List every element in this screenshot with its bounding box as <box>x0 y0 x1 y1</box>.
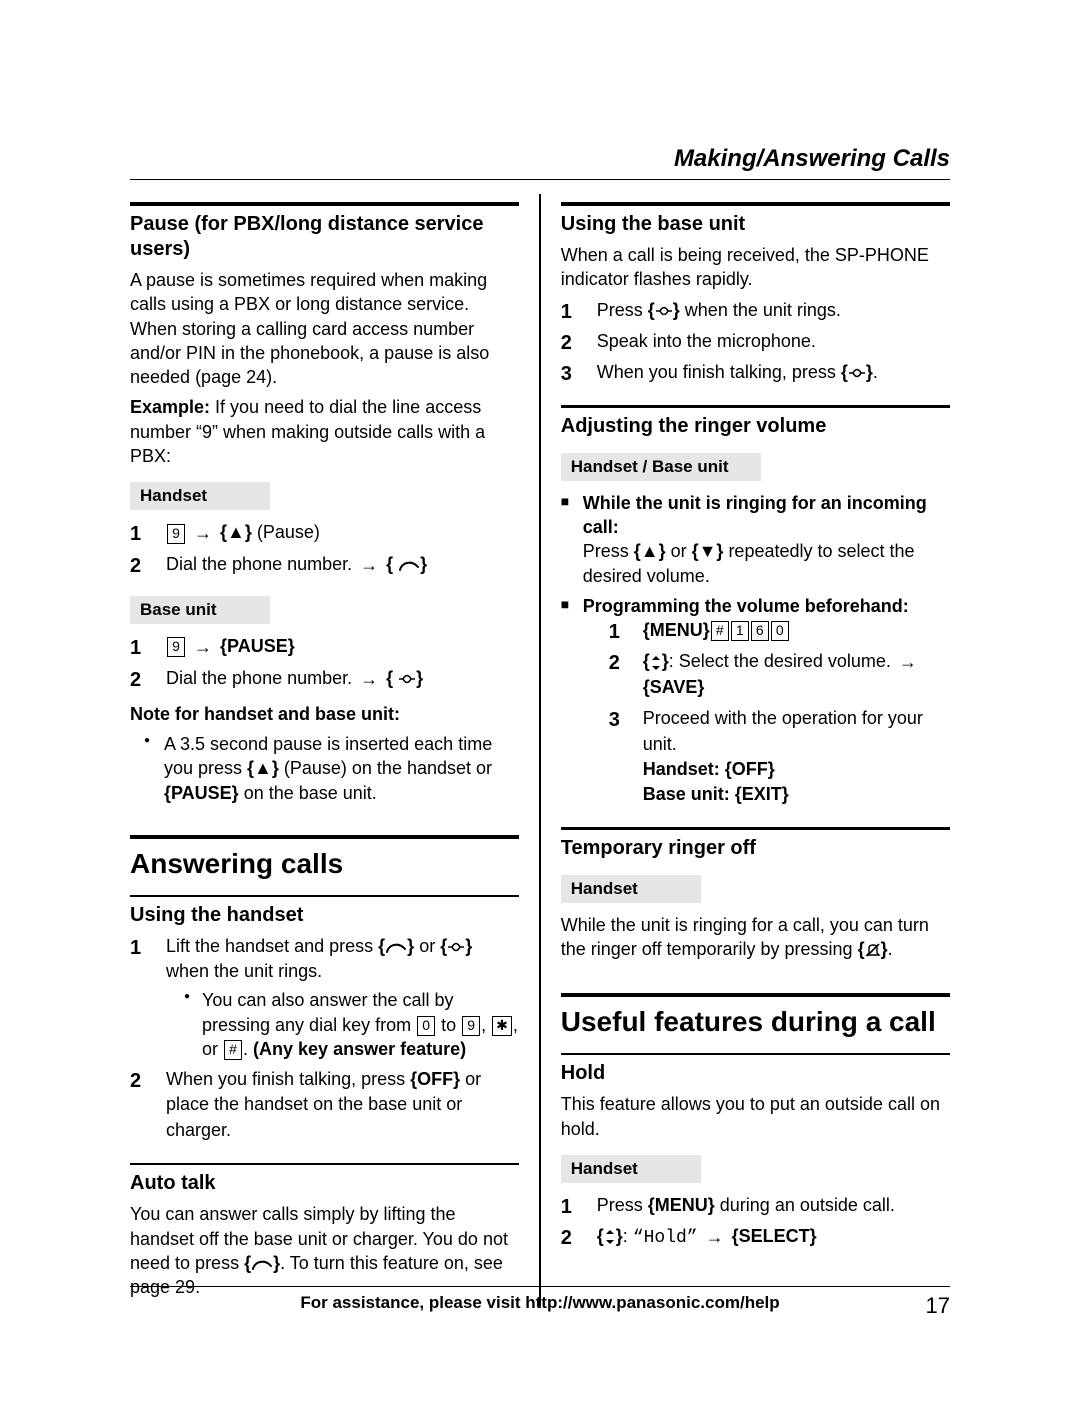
arrow-icon: → <box>360 555 378 575</box>
footer-rule <box>130 1286 950 1287</box>
section-rule <box>130 835 519 839</box>
page-footer: For assistance, please visit http://www.… <box>130 1286 950 1319</box>
subsection-rule <box>561 1053 950 1056</box>
handset-base-label: Handset / Base unit <box>561 453 761 481</box>
useful-features-heading: Useful features during a call <box>561 1005 950 1039</box>
arrow-icon: → <box>194 523 212 543</box>
handset-step-2: Dial the phone number. → { } <box>130 552 519 578</box>
key-0: 0 <box>771 621 789 641</box>
using-handset-steps: Lift the handset and press {} or {} when… <box>130 934 519 1143</box>
ringer-sub-3: Proceed with the operation for your unit… <box>609 706 950 807</box>
key-9: 9 <box>167 637 185 657</box>
nav-icon: {} <box>643 651 669 671</box>
base-label: Base unit <box>130 596 270 624</box>
ringer-sub-2: {}: Select the desired volume. →{SAVE} <box>609 649 950 700</box>
hold-step-1: Press {MENU} during an outside call. <box>561 1193 950 1218</box>
hold-heading: Hold <box>561 1061 950 1086</box>
ringer-programming: Programming the volume beforehand: {MENU… <box>561 594 950 807</box>
hold-step-2: {}: “Hold” → {SELECT} <box>561 1224 950 1251</box>
key-up: {▲} <box>220 522 252 542</box>
pause-heading: Pause (for PBX/long distance service use… <box>130 212 519 262</box>
pause-key: {PAUSE} <box>220 636 295 656</box>
key-9: 9 <box>462 1016 480 1036</box>
using-base-step-3: When you finish talking, press {}. <box>561 360 950 385</box>
using-handset-heading: Using the handset <box>130 903 519 928</box>
ringer-off-icon: {} <box>858 939 888 959</box>
hold-intro: This feature allows you to put an outsid… <box>561 1092 950 1141</box>
sp-phone-icon: {} <box>440 936 472 956</box>
section-rule <box>561 993 950 997</box>
right-column: Using the base unit When a call is being… <box>541 194 950 1306</box>
section-rule <box>561 202 950 206</box>
auto-talk-text: You can answer calls simply by lifting t… <box>130 1202 519 1299</box>
pause-example: Example: If you need to dial the line ac… <box>130 395 519 468</box>
header-rule <box>130 179 950 180</box>
using-handset-step-1: Lift the handset and press {} or {} when… <box>130 934 519 1061</box>
page-header-title: Making/Answering Calls <box>130 145 950 173</box>
example-label: Example: <box>130 397 210 417</box>
using-handset-sub: You can also answer the call by pressing… <box>184 988 519 1061</box>
subsection-rule <box>561 827 950 830</box>
note-bullet-1: A 3.5 second pause is inserted each time… <box>144 732 519 805</box>
temp-off-text: While the unit is ringing for a call, yo… <box>561 913 950 962</box>
base-step-2: Dial the phone number. → { } <box>130 666 519 692</box>
key-hash: # <box>224 1040 242 1060</box>
arrow-icon: → <box>194 637 212 657</box>
handset-label: Handset <box>130 482 270 510</box>
ringer-list: While the unit is ringing for an incomin… <box>561 491 950 807</box>
using-base-heading: Using the base unit <box>561 212 950 237</box>
answering-calls-heading: Answering calls <box>130 847 519 881</box>
auto-talk-heading: Auto talk <box>130 1171 519 1196</box>
using-base-step-1: Press {} when the unit rings. <box>561 298 950 323</box>
ringer-sub-steps: {MENU}#160 {}: Select the desired volume… <box>609 618 950 807</box>
key-star: ✱ <box>492 1016 512 1036</box>
handset-steps: 9 → {▲} (Pause) Dial the phone number. →… <box>130 520 519 578</box>
subsection-rule <box>561 405 950 408</box>
sp-phone-icon: { } <box>386 668 423 688</box>
nav-icon: {} <box>597 1226 623 1246</box>
using-base-intro: When a call is being received, the SP-PH… <box>561 243 950 292</box>
ringer-heading: Adjusting the ringer volume <box>561 414 950 439</box>
section-rule <box>130 202 519 206</box>
pause-intro: A pause is sometimes required when makin… <box>130 268 519 389</box>
note-heading: Note for handset and base unit: <box>130 702 519 726</box>
using-base-step-2: Speak into the microphone. <box>561 329 950 354</box>
key-0: 0 <box>417 1016 435 1036</box>
key-1: 1 <box>731 621 749 641</box>
handset-label: Handset <box>561 1155 701 1183</box>
base-step-1: 9 → {PAUSE} <box>130 634 519 660</box>
base-steps: 9 → {PAUSE} Dial the phone number. → { } <box>130 634 519 692</box>
talk-icon: {} <box>244 1253 280 1273</box>
sp-phone-icon: {} <box>648 300 680 320</box>
handset-step-1: 9 → {▲} (Pause) <box>130 520 519 546</box>
handset-label: Handset <box>561 875 701 903</box>
key-6: 6 <box>751 621 769 641</box>
talk-icon: { } <box>386 554 427 574</box>
key-9: 9 <box>167 524 185 544</box>
sp-phone-icon: {} <box>841 362 873 382</box>
using-base-steps: Press {} when the unit rings. Speak into… <box>561 298 950 386</box>
subsection-rule <box>130 895 519 898</box>
page-number: 17 <box>910 1293 950 1319</box>
talk-icon: {} <box>378 936 414 956</box>
temp-off-heading: Temporary ringer off <box>561 836 950 861</box>
ringer-while-ringing: While the unit is ringing for an incomin… <box>561 491 950 588</box>
using-handset-step-2: When you finish talking, press {OFF} or … <box>130 1067 519 1143</box>
hold-steps: Press {MENU} during an outside call. {}:… <box>561 1193 950 1251</box>
subsection-rule <box>130 1163 519 1166</box>
ringer-sub-1: {MENU}#160 <box>609 618 950 643</box>
footer-text: For assistance, please visit http://www.… <box>170 1293 910 1319</box>
left-column: Pause (for PBX/long distance service use… <box>130 194 539 1306</box>
arrow-icon: → <box>360 669 378 689</box>
note-bullets: A 3.5 second pause is inserted each time… <box>144 732 519 805</box>
key-hash: # <box>711 621 729 641</box>
